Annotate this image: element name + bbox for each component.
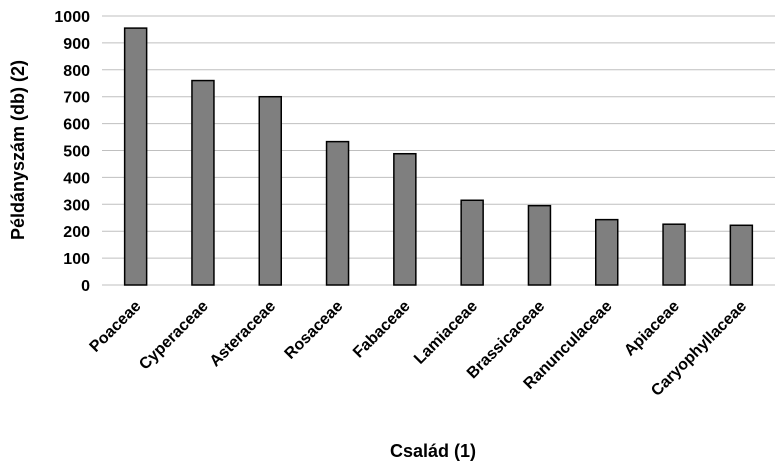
y-axis-title: Példányszám (db) (2)	[8, 60, 28, 240]
bar-lamiaceae	[460, 199, 484, 286]
x-tick-label-poaceae: Poaceae	[87, 298, 145, 356]
y-tick-label: 300	[63, 197, 90, 214]
y-tick-label: 200	[63, 224, 90, 241]
bar-cyperaceae	[191, 79, 215, 286]
y-tick-label: 0	[81, 278, 90, 295]
y-tick-label: 700	[63, 90, 90, 107]
x-tick-label-asteraceae: Asteraceae	[207, 298, 279, 370]
y-tick-labels: 0 100 200 300 400 500 600 700 800 900 1000	[54, 9, 90, 295]
bar-asteraceae	[258, 95, 282, 286]
y-tick-label: 800	[63, 63, 90, 80]
bar-apiaceae	[662, 223, 686, 286]
bar-fabaceae	[393, 152, 417, 286]
bar-brassicaceae	[527, 204, 552, 286]
y-tick-label: 1000	[54, 9, 90, 26]
y-tick-label: 400	[63, 170, 90, 187]
x-tick-label-lamiaceae: Lamiaceae	[411, 298, 481, 368]
x-tick-label-apiaceae: Apiaceae	[621, 298, 683, 360]
bar-poaceae	[123, 27, 148, 286]
y-tick-label: 600	[63, 117, 90, 134]
y-tick-label: 900	[63, 36, 90, 53]
y-tick-label: 500	[63, 144, 90, 161]
x-tick-label-rosaceae: Rosaceae	[282, 298, 347, 363]
y-tick-label: 100	[63, 251, 90, 268]
bars	[123, 27, 754, 286]
x-axis-title: Család (1)	[390, 441, 476, 461]
bar-caryophyllaceae	[729, 224, 754, 286]
x-tick-label-fabaceae: Fabaceae	[350, 298, 414, 362]
bar-ranunculaceae	[595, 218, 619, 286]
x-tick-label-cyperaceae: Cyperaceae	[136, 298, 212, 374]
bar-rosaceae	[325, 140, 350, 286]
